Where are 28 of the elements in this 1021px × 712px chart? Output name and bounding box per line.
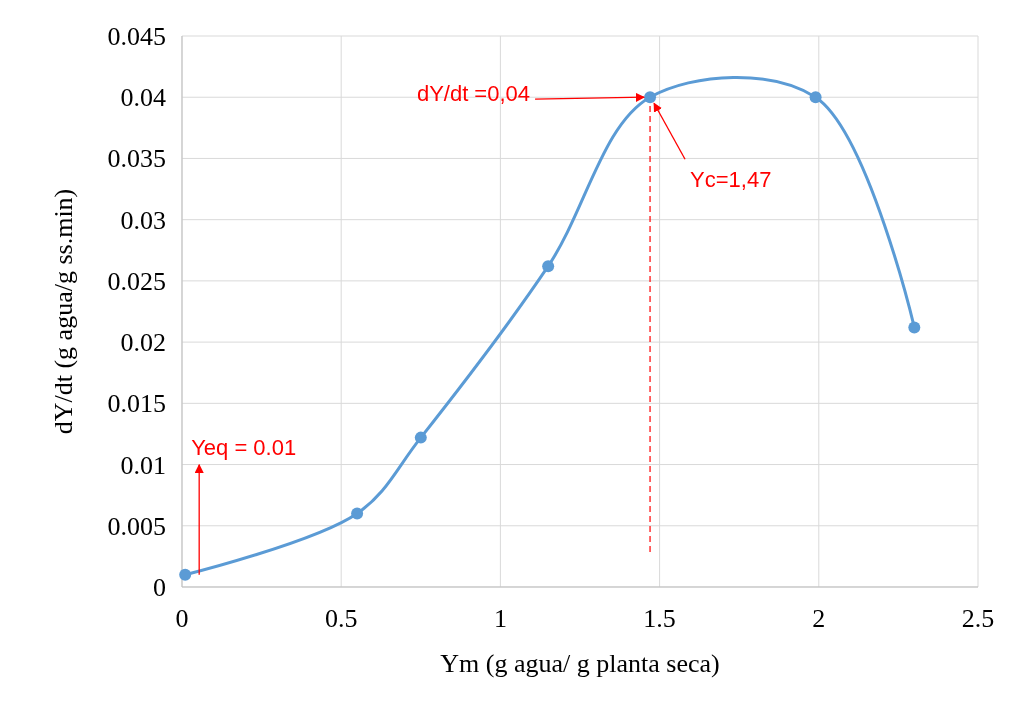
point xyxy=(179,568,192,581)
x-tick-label: 2 xyxy=(812,604,826,633)
y-tick-label: 0.015 xyxy=(107,389,166,419)
y-axis-title: dY/dt (g agua/g ss.min) xyxy=(49,188,78,435)
y-tick-label: 0.04 xyxy=(120,83,166,113)
point xyxy=(908,321,921,334)
y-tick-label: 0 xyxy=(153,573,166,602)
x-axis-title: Ym (g agua/ g planta seca) xyxy=(440,649,720,678)
point xyxy=(542,260,555,273)
x-tick-label: 1 xyxy=(493,604,507,633)
y-tick-label: 0.025 xyxy=(107,266,166,296)
y-tick-label: 0.02 xyxy=(120,328,166,358)
point xyxy=(414,431,427,444)
annotation: Yc=1,47 xyxy=(690,167,772,193)
y-tick-label: 0.035 xyxy=(107,144,166,174)
point xyxy=(351,507,364,520)
x-tick-label: 2.5 xyxy=(961,604,995,633)
x-tick-label: 1.5 xyxy=(643,604,676,633)
point xyxy=(809,91,822,104)
y-tick-label: 0.005 xyxy=(107,511,166,541)
y-tick-label: 0.01 xyxy=(120,450,166,480)
annotation: Yeq = 0.01 xyxy=(191,434,297,460)
x-tick-label: 0.5 xyxy=(324,604,358,633)
x-tick-label: 0 xyxy=(175,604,189,633)
point xyxy=(644,91,657,104)
annotation: dY/dt =0,04 xyxy=(416,81,531,107)
y-tick-label: 0.045 xyxy=(107,22,166,51)
y-tick-label: 0.03 xyxy=(120,205,166,235)
